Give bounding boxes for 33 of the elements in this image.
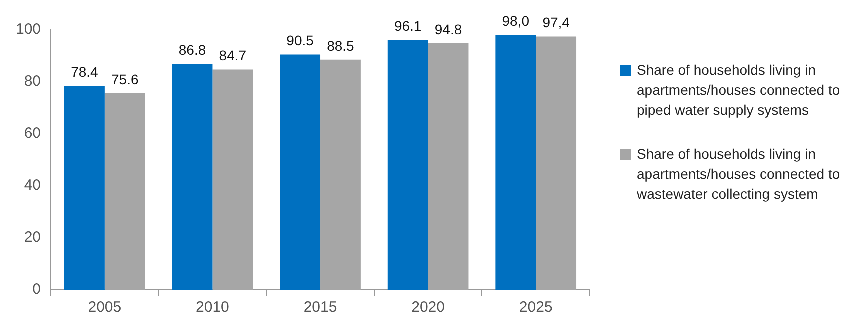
bar bbox=[280, 54, 321, 290]
data-label: 86.8 bbox=[178, 42, 206, 58]
x-tick-label: 2015 bbox=[304, 299, 338, 316]
bar bbox=[64, 86, 105, 290]
data-label: 78.4 bbox=[71, 64, 99, 80]
y-tick-label: 20 bbox=[24, 229, 42, 246]
y-tick-label: 40 bbox=[24, 177, 42, 194]
legend-label: Share of households living in apartments/houses connected to piped water supply systems bbox=[637, 61, 842, 120]
y-tick-label: 100 bbox=[16, 21, 42, 38]
bar bbox=[428, 44, 469, 290]
x-tick-label: 2025 bbox=[519, 299, 553, 316]
bar bbox=[320, 60, 361, 290]
y-tick-label: 60 bbox=[24, 125, 42, 142]
bar bbox=[104, 93, 146, 290]
bar bbox=[536, 36, 577, 290]
data-label: 75.6 bbox=[112, 71, 139, 88]
data-label: 97,4 bbox=[542, 14, 570, 31]
data-label: 88.5 bbox=[327, 38, 355, 54]
legend-label: Share of households living in apartments/houses connected to wastewater collecting system bbox=[637, 145, 842, 204]
bar bbox=[212, 70, 254, 290]
x-tick-label: 2020 bbox=[412, 299, 445, 316]
bar bbox=[172, 64, 213, 290]
bar bbox=[388, 40, 428, 290]
data-label: 84.7 bbox=[219, 48, 247, 64]
bar bbox=[496, 35, 536, 290]
data-label: 98,0 bbox=[502, 13, 530, 30]
x-tick-label: 2005 bbox=[88, 299, 122, 316]
y-tick-label: 0 bbox=[32, 281, 42, 298]
x-tick-label: 2010 bbox=[196, 299, 230, 316]
data-label: 90.5 bbox=[286, 32, 314, 49]
data-label: 96.1 bbox=[394, 18, 422, 34]
data-label: 94.8 bbox=[434, 21, 462, 38]
y-tick-label: 80 bbox=[24, 73, 42, 90]
